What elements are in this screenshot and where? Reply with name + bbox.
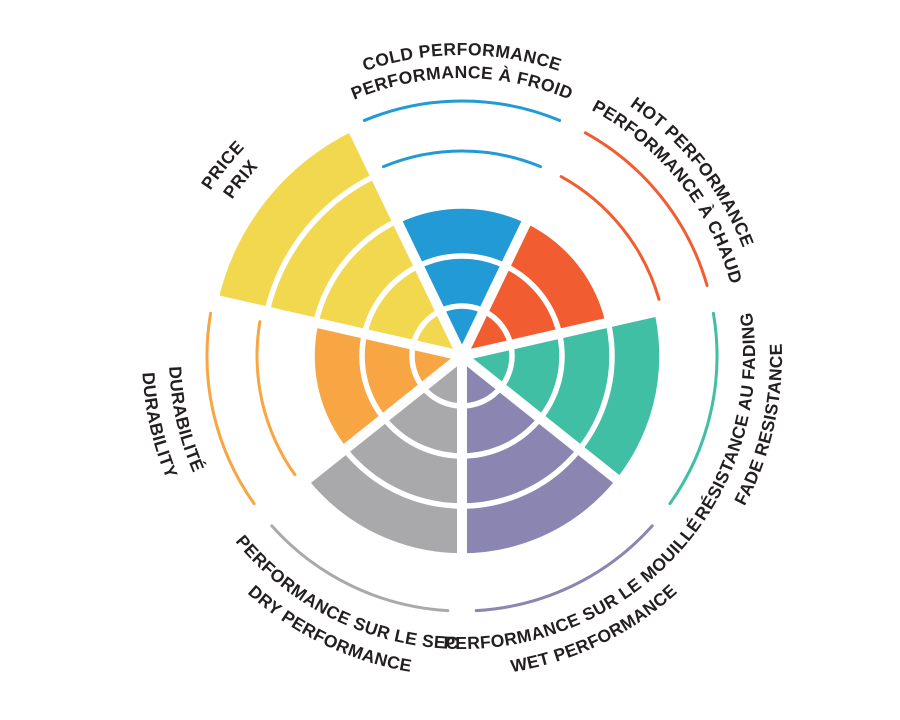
- hot-empty-ring-arc-4: [559, 175, 661, 301]
- cold-empty-ring-arc-5: [362, 99, 562, 122]
- cold-wedge: [396, 205, 528, 356]
- spoke-2: [458, 352, 666, 520]
- wet-empty-ring-arc-5: [474, 524, 654, 613]
- spoke-0: [457, 123, 578, 359]
- spoke-4: [258, 352, 466, 520]
- hot-label-en: HOT PERFORMANCE: [627, 93, 758, 250]
- empty-ring-arcs: [205, 99, 719, 613]
- hub: [453, 347, 471, 365]
- durability-empty-ring-arc-5: [205, 311, 256, 506]
- durability-wedge: [312, 322, 462, 450]
- cold-empty-ring-arc-4: [382, 149, 542, 169]
- wet-wedge: [462, 356, 619, 556]
- spoke-1: [460, 294, 713, 361]
- hot-empty-ring-arc-5: [583, 131, 709, 287]
- durability-empty-ring-arc-4: [255, 320, 297, 477]
- dry-wedge: [305, 356, 462, 556]
- spoke-5: [211, 294, 464, 361]
- dry-empty-ring-arc-5: [270, 524, 450, 613]
- spoke-6: [346, 123, 467, 359]
- price-wedge: [218, 130, 462, 356]
- sector-spokes: [211, 123, 713, 612]
- fade-empty-ring-arc-5: [668, 311, 719, 506]
